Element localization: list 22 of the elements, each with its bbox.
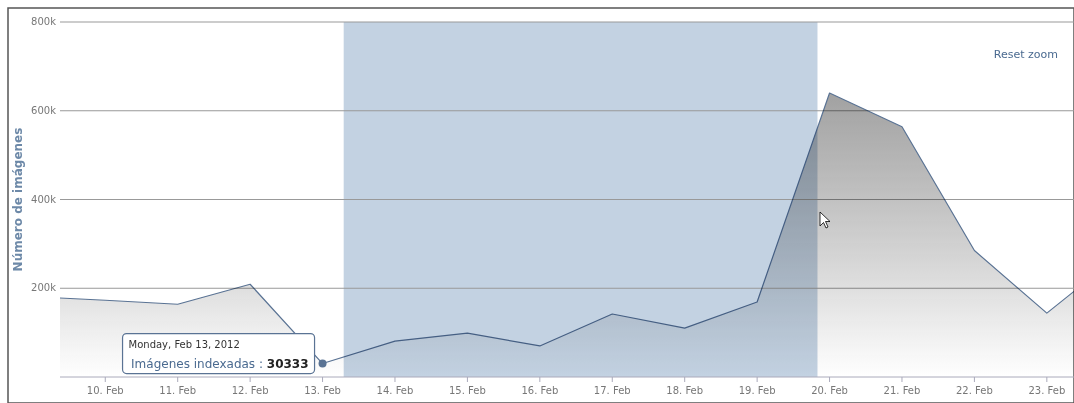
x-tick-label: 17. Feb	[593, 385, 631, 396]
x-tick-label: 21. Feb	[883, 385, 921, 396]
x-tick-label: 14. Feb	[376, 385, 414, 396]
annotation: Imágenes indexadas : 30333	[131, 356, 309, 371]
x-tick-label: 22. Feb	[956, 385, 993, 396]
y-tick-label: 200k	[31, 282, 57, 294]
y-tick-label: 400k	[31, 193, 57, 205]
y-tick-label: 600k	[31, 104, 57, 116]
x-tick-label: 12. Feb	[231, 385, 269, 396]
annotation: Reset zoom	[993, 48, 1058, 61]
y-axis-title: Número de imágenes	[11, 127, 25, 272]
x-tick-label: 10. Feb	[86, 385, 124, 396]
x-tick-label: 16. Feb	[521, 385, 559, 396]
x-tick-label: 23. Feb	[1028, 385, 1066, 396]
y-tick-label: 800k	[31, 16, 57, 27]
x-tick-label: 11. Feb	[159, 385, 197, 396]
annotation: Monday, Feb 13, 2012	[128, 338, 240, 350]
x-tick-label: 13. Feb	[304, 385, 341, 396]
x-tick-label: 20. Feb	[811, 385, 848, 396]
x-tick-label: 18. Feb	[666, 385, 704, 396]
x-tick-label: 19. Feb	[738, 385, 776, 396]
x-tick-label: 15. Feb	[449, 385, 486, 396]
